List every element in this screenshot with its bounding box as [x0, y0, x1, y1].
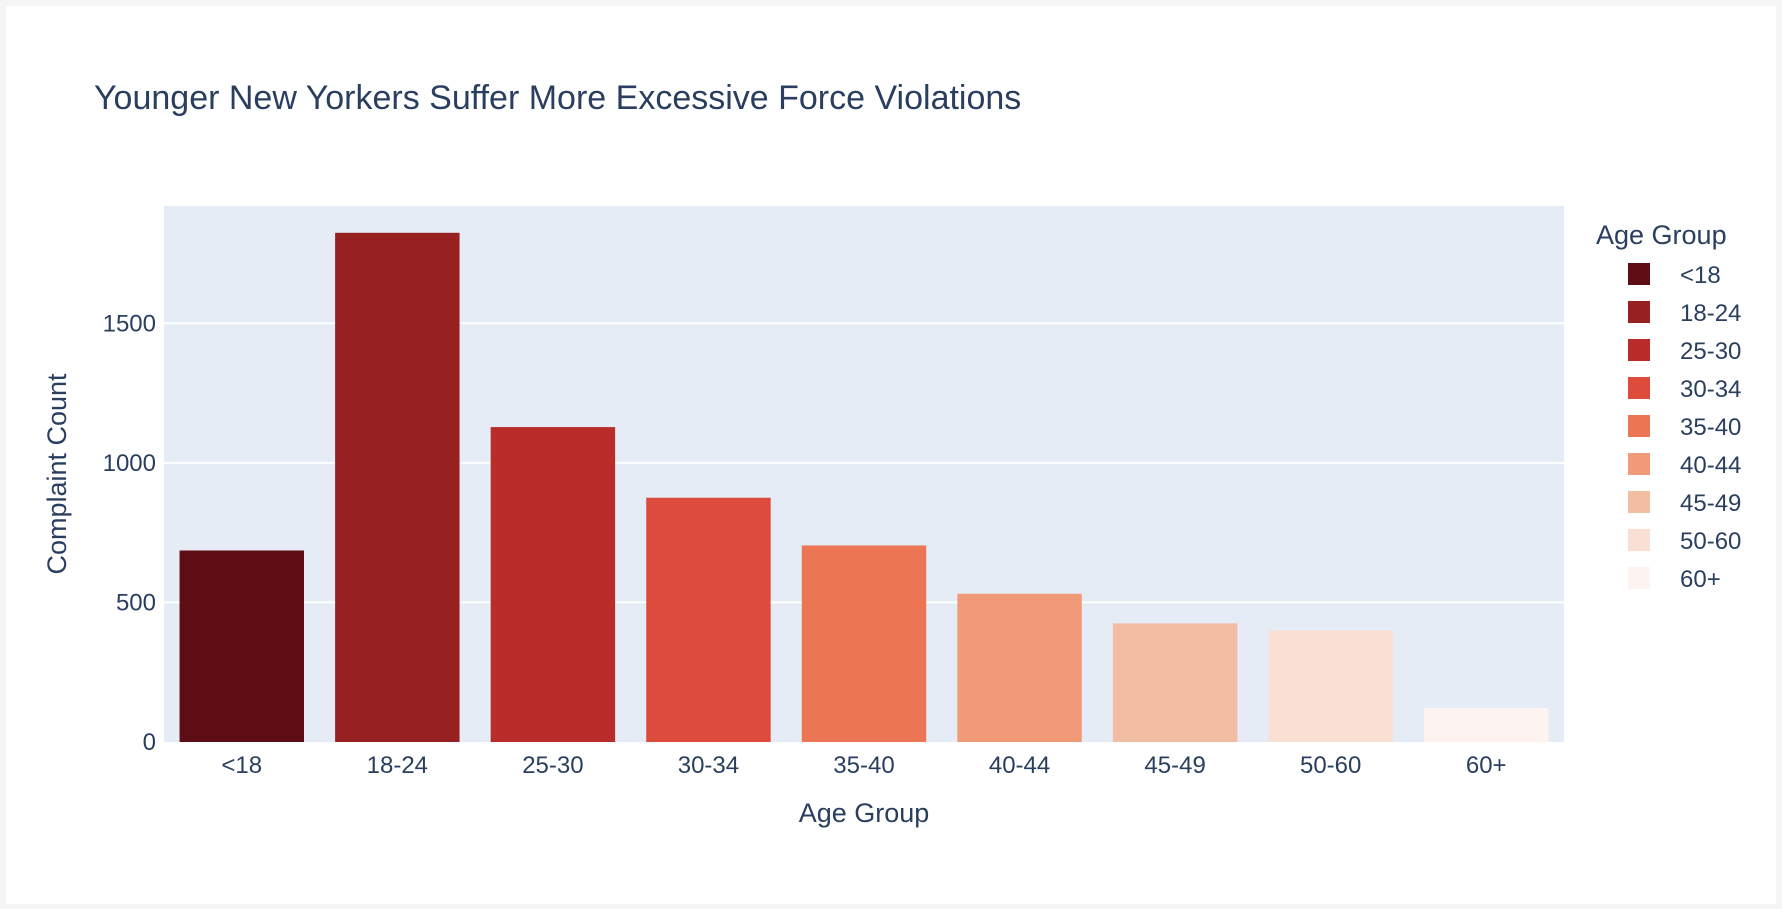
bar-5[interactable] [957, 593, 1082, 742]
legend-entry[interactable]: 40-44 [1680, 452, 1741, 479]
legend-entry[interactable]: 30-34 [1680, 376, 1741, 403]
legend-entry[interactable]: 50-60 [1680, 528, 1741, 555]
legend-swatch [1628, 301, 1650, 323]
bars [179, 232, 1549, 743]
x-tick-label: 30-34 [678, 752, 739, 779]
bar-8[interactable] [1424, 707, 1549, 742]
y-tick-label: 1500 [103, 310, 156, 337]
legend-entry[interactable]: 45-49 [1680, 490, 1741, 517]
x-tick-label: 60+ [1466, 752, 1507, 779]
chart-title: Younger New Yorkers Suffer More Excessiv… [94, 79, 1021, 117]
legend-swatch [1628, 415, 1650, 437]
y-tick-label: 1000 [103, 450, 156, 477]
legend-swatch [1628, 491, 1650, 513]
legend-swatch [1628, 263, 1650, 285]
y-tick-label: 500 [116, 589, 156, 616]
bar-chart: Younger New Yorkers Suffer More Excessiv… [42, 79, 1741, 828]
x-tick-labels: <18 18-24 25-30 30-34 35-40 40-44 45-49 50-60 60… [221, 752, 1506, 779]
legend-swatch [1628, 567, 1650, 589]
chart-card: Younger New Yorkers Suffer More Excessiv… [6, 6, 1776, 904]
legend-entry[interactable]: <18 [1680, 262, 1721, 289]
y-axis-title: Complaint Count [42, 373, 72, 575]
bar-6[interactable] [1112, 623, 1238, 742]
legend-entry[interactable]: 25-30 [1680, 338, 1741, 365]
y-tick-label: 0 [143, 729, 156, 756]
x-tick-label: 40-44 [989, 752, 1050, 779]
legend-swatch [1628, 339, 1650, 361]
legend-entry[interactable]: 35-40 [1680, 414, 1741, 441]
y-tick-labels: 0 500 1000 1500 [103, 310, 156, 756]
legend-entry[interactable]: 60+ [1680, 566, 1721, 593]
bar-2[interactable] [490, 427, 616, 742]
bar-1[interactable] [335, 232, 460, 743]
x-tick-label: 50-60 [1300, 752, 1361, 779]
legend-items: <18 18-24 25-30 30-34 35-40 40-44 45-49 50-60 60… [1628, 262, 1741, 593]
bar-0[interactable] [179, 550, 304, 742]
legend-swatch [1628, 377, 1650, 399]
legend-entry[interactable]: 18-24 [1680, 300, 1741, 327]
legend: Age Group <18 18-24 25-30 30-34 35-40 40-44 45… [1596, 220, 1741, 593]
x-tick-label: <18 [221, 752, 262, 779]
x-tick-label: 18-24 [367, 752, 428, 779]
x-tick-label: 25-30 [522, 752, 583, 779]
x-tick-label: 35-40 [833, 752, 894, 779]
bar-4[interactable] [801, 545, 927, 742]
legend-swatch [1628, 453, 1650, 475]
x-tick-label: 45-49 [1144, 752, 1205, 779]
legend-swatch [1628, 529, 1650, 551]
x-axis-title: Age Group [799, 798, 930, 828]
legend-title: Age Group [1596, 220, 1727, 250]
bar-7[interactable] [1268, 630, 1393, 742]
bar-3[interactable] [646, 497, 771, 742]
